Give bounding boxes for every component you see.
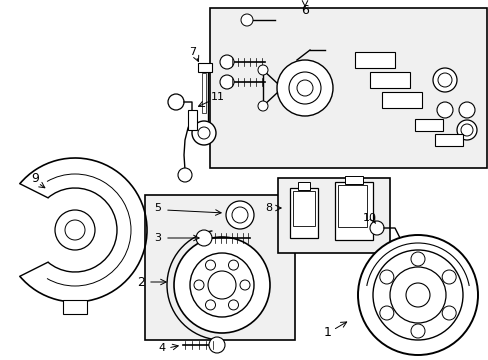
Bar — [345, 176, 362, 184]
Circle shape — [276, 60, 332, 116]
Circle shape — [220, 75, 234, 89]
Circle shape — [220, 55, 234, 69]
Text: 8: 8 — [264, 203, 271, 213]
Bar — [297, 182, 309, 190]
Circle shape — [432, 68, 456, 92]
Bar — [289, 188, 317, 238]
Circle shape — [231, 207, 247, 223]
Circle shape — [288, 72, 320, 104]
Circle shape — [192, 121, 216, 145]
Text: 7: 7 — [189, 47, 196, 57]
Circle shape — [458, 102, 474, 118]
Text: 2: 2 — [137, 275, 145, 288]
Bar — [198, 63, 212, 72]
Bar — [434, 134, 462, 146]
Circle shape — [196, 230, 212, 246]
Circle shape — [208, 337, 224, 353]
Bar — [63, 300, 87, 314]
Circle shape — [228, 260, 238, 270]
Circle shape — [194, 280, 203, 290]
Circle shape — [198, 127, 209, 139]
Bar — [337, 185, 366, 227]
Bar — [354, 52, 394, 68]
Bar — [381, 92, 421, 108]
Circle shape — [456, 120, 476, 140]
Bar — [187, 110, 197, 130]
Text: 9: 9 — [31, 171, 39, 185]
Circle shape — [225, 201, 253, 229]
Circle shape — [441, 306, 455, 320]
Circle shape — [410, 252, 424, 266]
Bar — [414, 119, 442, 131]
Circle shape — [460, 124, 472, 136]
Circle shape — [296, 80, 312, 96]
Bar — [209, 8, 486, 168]
Circle shape — [405, 283, 429, 307]
Bar — [145, 195, 294, 340]
Circle shape — [372, 250, 462, 340]
Text: 1: 1 — [324, 327, 331, 339]
Bar — [278, 178, 389, 253]
Bar — [202, 73, 205, 113]
Circle shape — [207, 271, 236, 299]
Text: 11: 11 — [210, 92, 224, 102]
Circle shape — [178, 168, 192, 182]
Circle shape — [258, 65, 267, 75]
Circle shape — [381, 282, 393, 294]
Circle shape — [168, 94, 183, 110]
Circle shape — [65, 220, 85, 240]
Circle shape — [205, 300, 215, 310]
Circle shape — [228, 300, 238, 310]
Circle shape — [410, 324, 424, 338]
Bar — [334, 182, 372, 240]
Circle shape — [55, 210, 95, 250]
Circle shape — [205, 260, 215, 270]
Circle shape — [357, 235, 477, 355]
Circle shape — [258, 101, 267, 111]
Text: 3: 3 — [154, 233, 161, 243]
Circle shape — [241, 14, 252, 26]
Text: 4: 4 — [158, 343, 165, 353]
Bar — [369, 72, 409, 88]
Text: 5: 5 — [154, 203, 161, 213]
Circle shape — [379, 306, 393, 320]
Circle shape — [240, 280, 249, 290]
Circle shape — [436, 102, 452, 118]
Circle shape — [174, 237, 269, 333]
Circle shape — [369, 221, 383, 235]
Bar — [292, 191, 314, 226]
Circle shape — [389, 267, 445, 323]
Circle shape — [441, 270, 455, 284]
Circle shape — [379, 270, 393, 284]
Text: 6: 6 — [301, 4, 308, 17]
Circle shape — [437, 73, 451, 87]
Text: 10: 10 — [362, 213, 376, 223]
Circle shape — [190, 253, 253, 317]
